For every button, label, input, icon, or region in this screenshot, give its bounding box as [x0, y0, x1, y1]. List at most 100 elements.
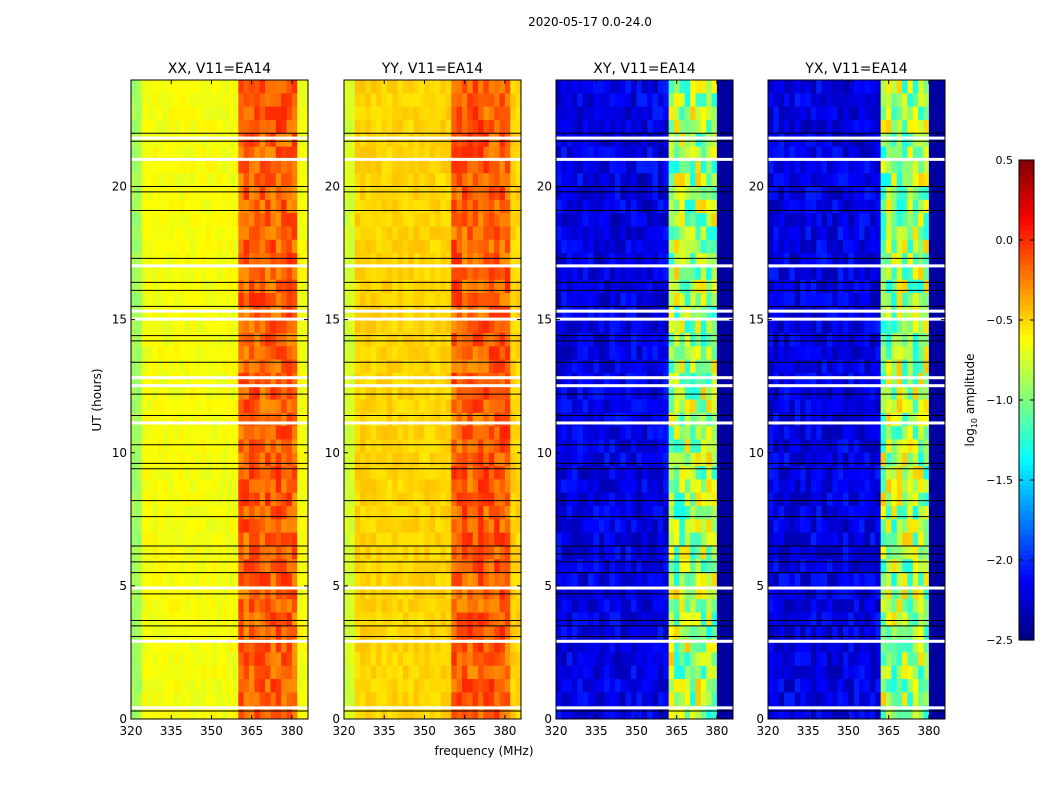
- heatmap-cell: [287, 652, 293, 666]
- heatmap-cell: [206, 333, 212, 347]
- heatmap-cell: [206, 573, 212, 587]
- heatmap-cell: [489, 679, 495, 693]
- heatmap-cell: [276, 533, 282, 547]
- heatmap-cell: [478, 80, 484, 94]
- heatmap-cell: [349, 386, 355, 400]
- heatmap-cell: [462, 213, 468, 227]
- heatmap-cell: [789, 80, 795, 94]
- heatmap-cell: [349, 453, 355, 467]
- heatmap-cell: [408, 626, 414, 640]
- heatmap-cell: [371, 479, 377, 493]
- heatmap-cell: [685, 426, 691, 440]
- heatmap-cell: [631, 226, 637, 240]
- heatmap-cell: [478, 613, 484, 627]
- heatmap-cell: [424, 200, 430, 214]
- heatmap-cell: [642, 320, 648, 334]
- heatmap-cell: [403, 613, 409, 627]
- heatmap-cell: [136, 426, 142, 440]
- heatmap-cell: [467, 599, 473, 613]
- heatmap-cell: [287, 346, 293, 360]
- heatmap-cell: [604, 120, 610, 134]
- heatmap-cell: [297, 493, 303, 507]
- heatmap-cell: [604, 439, 610, 453]
- heatmap-cell: [206, 679, 212, 693]
- heatmap-cell: [398, 320, 404, 334]
- heatmap-cell: [626, 692, 632, 706]
- heatmap-cell: [441, 280, 447, 294]
- heatmap-cell: [604, 519, 610, 533]
- heatmap-cell: [435, 652, 441, 666]
- heatmap-cell: [419, 200, 425, 214]
- heatmap-cell: [467, 213, 473, 227]
- heatmap-cell: [163, 187, 169, 201]
- heatmap-cell: [505, 200, 511, 214]
- heatmap-cell: [631, 187, 637, 201]
- heatmap-cell: [276, 213, 282, 227]
- heatmap-cell: [265, 240, 271, 254]
- heatmap-cell: [174, 173, 180, 187]
- heatmap-cell: [414, 626, 420, 640]
- heatmap-cell: [620, 93, 626, 107]
- heatmap-cell: [717, 266, 723, 280]
- heatmap-cell: [131, 533, 137, 547]
- heatmap-cell: [238, 173, 244, 187]
- heatmap-cell: [494, 226, 500, 240]
- heatmap-cell: [435, 240, 441, 254]
- heatmap-cell: [376, 360, 382, 374]
- heatmap-cell: [222, 280, 228, 294]
- heatmap-cell: [185, 439, 191, 453]
- heatmap-cell: [297, 626, 303, 640]
- heatmap-cell: [620, 599, 626, 613]
- heatmap-cell: [260, 360, 266, 374]
- heatmap-cell: [690, 293, 696, 307]
- heatmap-cell: [344, 559, 350, 573]
- heatmap-cell: [238, 413, 244, 427]
- heatmap-cell: [371, 93, 377, 107]
- heatmap-cell: [505, 426, 511, 440]
- heatmap-cell: [572, 120, 578, 134]
- heatmap-cell: [287, 613, 293, 627]
- heatmap-cell: [163, 226, 169, 240]
- heatmap-cell: [349, 679, 355, 693]
- heatmap-cell: [556, 559, 562, 573]
- heatmap-cell: [473, 226, 479, 240]
- heatmap-cell: [674, 413, 680, 427]
- heatmap-cell: [663, 187, 669, 201]
- heatmap-cell: [706, 573, 712, 587]
- heatmap-cell: [685, 173, 691, 187]
- heatmap-cell: [195, 80, 201, 94]
- heatmap-cell: [131, 652, 137, 666]
- heatmap-cell: [376, 346, 382, 360]
- heatmap-cell: [457, 213, 463, 227]
- heatmap-cell: [136, 466, 142, 480]
- heatmap-cell: [179, 200, 185, 214]
- heatmap-cell: [382, 506, 388, 520]
- heatmap-cell: [636, 613, 642, 627]
- heatmap-cell: [631, 666, 637, 680]
- heatmap-cell: [233, 320, 239, 334]
- heatmap-cell: [217, 240, 223, 254]
- heatmap-cell: [222, 666, 228, 680]
- heatmap-cell: [572, 626, 578, 640]
- heatmap-cell: [647, 652, 653, 666]
- heatmap-cell: [238, 187, 244, 201]
- heatmap-cell: [265, 320, 271, 334]
- heatmap-cell: [647, 160, 653, 174]
- heatmap-cell: [451, 213, 457, 227]
- heatmap-cell: [174, 506, 180, 520]
- heatmap-cell: [674, 559, 680, 573]
- heatmap-cell: [344, 453, 350, 467]
- heatmap-cell: [685, 599, 691, 613]
- heatmap-cell: [355, 599, 361, 613]
- heatmap-cell: [626, 493, 632, 507]
- heatmap-cell: [403, 439, 409, 453]
- heatmap-cell: [441, 546, 447, 560]
- heatmap-cell: [712, 133, 718, 147]
- heatmap-cell: [163, 160, 169, 174]
- heatmap-cell: [567, 200, 573, 214]
- heatmap-cell: [441, 187, 447, 201]
- heatmap-cell: [238, 266, 244, 280]
- heatmap-cell: [610, 652, 616, 666]
- heatmap-cell: [360, 599, 366, 613]
- heatmap-cell: [292, 200, 298, 214]
